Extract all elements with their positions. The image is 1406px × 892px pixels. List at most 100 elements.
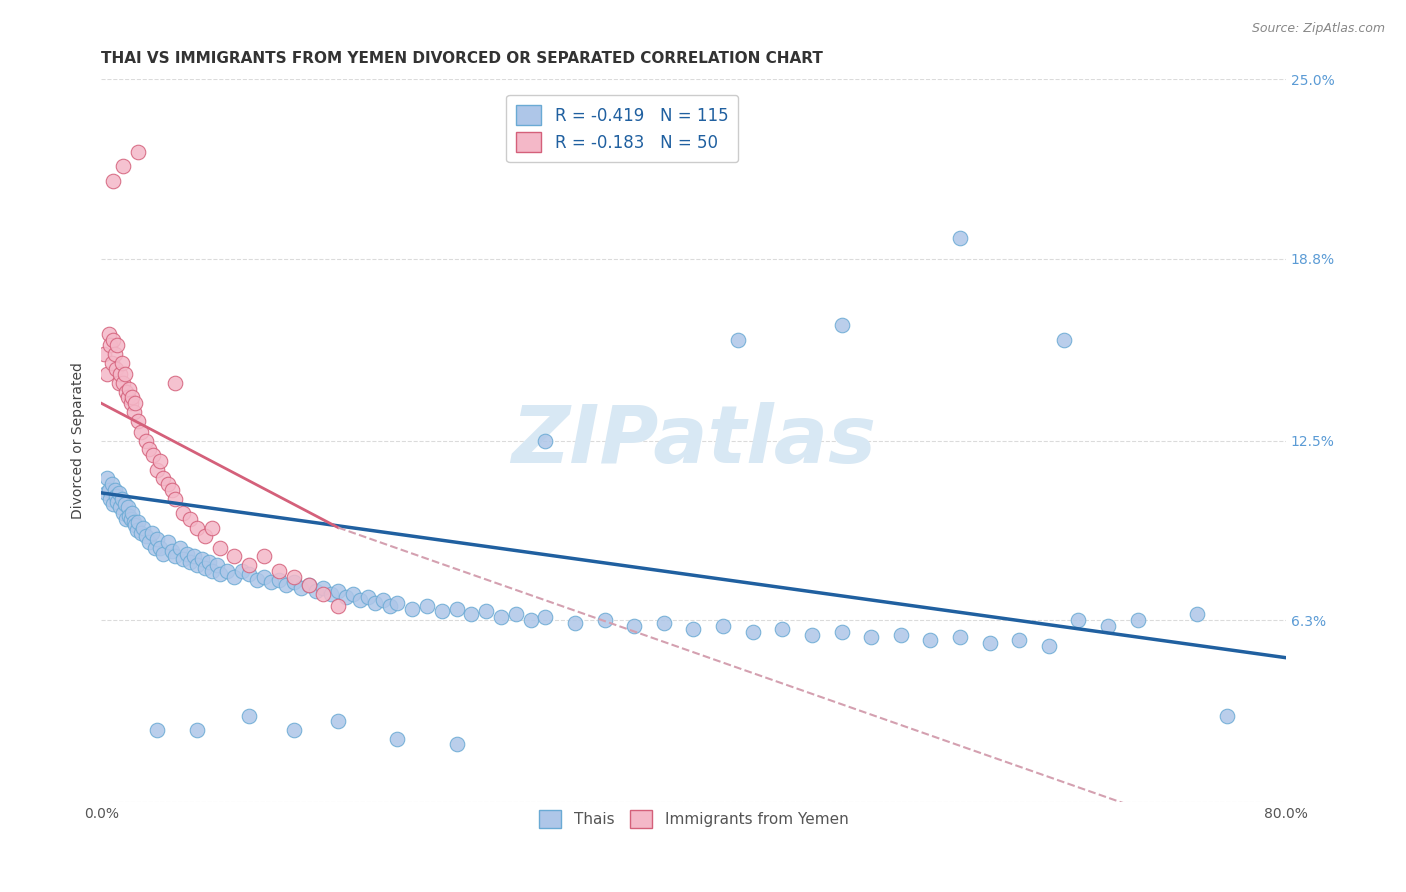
Point xyxy=(110,500,132,515)
Point xyxy=(208,566,231,581)
Point xyxy=(831,624,853,639)
Point xyxy=(357,590,380,604)
Point xyxy=(283,723,305,737)
Point xyxy=(103,347,125,361)
Point xyxy=(475,604,498,618)
Point xyxy=(564,615,586,630)
Point xyxy=(335,590,357,604)
Point xyxy=(326,599,349,613)
Point xyxy=(112,159,135,173)
Point xyxy=(111,491,134,506)
Point xyxy=(103,483,125,497)
Point xyxy=(1053,333,1076,347)
Point xyxy=(349,592,371,607)
Point xyxy=(105,361,128,376)
Point xyxy=(112,506,135,520)
Point xyxy=(165,376,187,390)
Point xyxy=(1185,607,1208,622)
Point xyxy=(172,552,194,566)
Point xyxy=(96,471,118,485)
Point xyxy=(149,454,172,468)
Point xyxy=(505,607,527,622)
Point xyxy=(127,413,149,427)
Point xyxy=(489,610,512,624)
Point xyxy=(186,558,208,573)
Point xyxy=(430,604,453,618)
Point xyxy=(387,731,409,746)
Point xyxy=(890,627,912,641)
Point xyxy=(97,483,120,497)
Point xyxy=(238,566,260,581)
Point xyxy=(100,356,122,370)
Point xyxy=(201,564,224,578)
Point xyxy=(727,333,749,347)
Point xyxy=(1008,633,1031,648)
Point xyxy=(253,549,276,564)
Point xyxy=(105,489,128,503)
Point xyxy=(97,326,120,341)
Point xyxy=(416,599,439,613)
Point xyxy=(120,396,142,410)
Point xyxy=(179,512,201,526)
Point xyxy=(949,231,972,245)
Point xyxy=(205,558,228,573)
Point xyxy=(920,633,942,648)
Point xyxy=(201,520,224,534)
Point xyxy=(131,520,153,534)
Point xyxy=(860,631,883,645)
Point xyxy=(446,738,468,752)
Point xyxy=(312,582,335,596)
Point xyxy=(260,575,283,590)
Text: ZIPatlas: ZIPatlas xyxy=(510,401,876,480)
Point xyxy=(120,512,142,526)
Point xyxy=(118,508,141,523)
Point xyxy=(122,515,145,529)
Point xyxy=(326,714,349,729)
Point xyxy=(108,486,131,500)
Point xyxy=(682,622,704,636)
Point xyxy=(124,517,146,532)
Point xyxy=(290,582,312,596)
Point xyxy=(194,529,217,543)
Point xyxy=(312,587,335,601)
Point xyxy=(371,592,394,607)
Point xyxy=(979,636,1001,650)
Point xyxy=(342,587,364,601)
Point xyxy=(135,434,157,448)
Y-axis label: Divorced or Separated: Divorced or Separated xyxy=(72,362,86,519)
Legend: Thais, Immigrants from Yemen: Thais, Immigrants from Yemen xyxy=(533,804,855,834)
Point xyxy=(231,564,253,578)
Point xyxy=(1215,708,1237,723)
Point xyxy=(114,368,136,382)
Point xyxy=(297,578,319,592)
Point xyxy=(297,578,319,592)
Point xyxy=(93,347,115,361)
Point xyxy=(138,535,160,549)
Point xyxy=(741,624,763,639)
Point xyxy=(152,547,174,561)
Point xyxy=(162,483,184,497)
Point xyxy=(111,356,134,370)
Point xyxy=(283,570,305,584)
Point xyxy=(138,442,160,457)
Point xyxy=(267,573,290,587)
Point xyxy=(1126,613,1149,627)
Point xyxy=(125,524,148,538)
Point xyxy=(101,497,124,511)
Point xyxy=(169,541,191,555)
Point xyxy=(118,382,141,396)
Point xyxy=(129,425,152,439)
Point xyxy=(152,471,174,485)
Point xyxy=(1067,613,1090,627)
Point xyxy=(108,376,131,390)
Point xyxy=(101,173,124,187)
Point xyxy=(387,596,409,610)
Point xyxy=(183,549,205,564)
Point xyxy=(135,529,157,543)
Point xyxy=(593,613,616,627)
Point xyxy=(143,541,166,555)
Point xyxy=(194,561,217,575)
Point xyxy=(623,619,645,633)
Point xyxy=(652,615,675,630)
Point xyxy=(253,570,276,584)
